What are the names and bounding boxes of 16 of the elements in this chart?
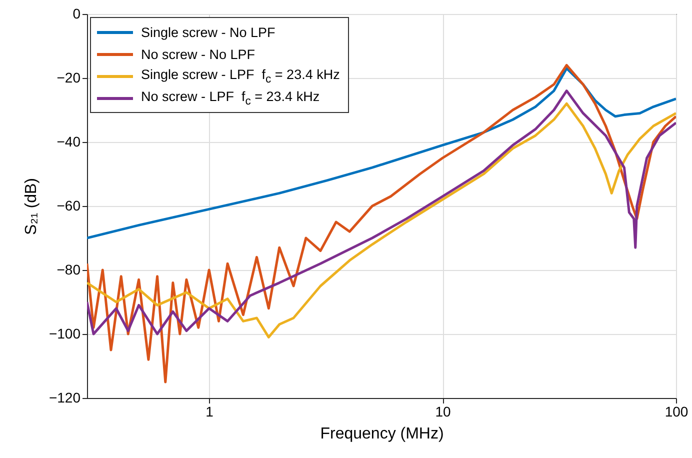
- y-axis-title: S₂₁ (dB): [22, 178, 40, 235]
- y-tick-label: −60: [56, 198, 81, 214]
- x-tick-label: 100: [664, 404, 688, 420]
- y-tick-label: −20: [56, 70, 81, 86]
- y-tick-label: −100: [48, 326, 81, 342]
- y-tick-label: −40: [56, 134, 81, 150]
- x-tick-label: 1: [206, 404, 214, 420]
- y-tick-label: −80: [56, 262, 81, 278]
- legend-label: No screw - LPF f$_{c}$ = 23.4 kHz: [141, 88, 320, 108]
- legend-label: Single screw - No LPF: [141, 24, 276, 40]
- legend-label: No screw - No LPF: [141, 46, 256, 62]
- x-tick-label: 10: [435, 404, 452, 420]
- y-tick-label: −120: [48, 390, 81, 406]
- legend-label: Single screw - LPF f$_{c}$ = 23.4 kHz: [141, 66, 340, 86]
- x-axis-title: Frequency (MHz): [320, 426, 444, 442]
- y-tick-label: 0: [72, 6, 81, 22]
